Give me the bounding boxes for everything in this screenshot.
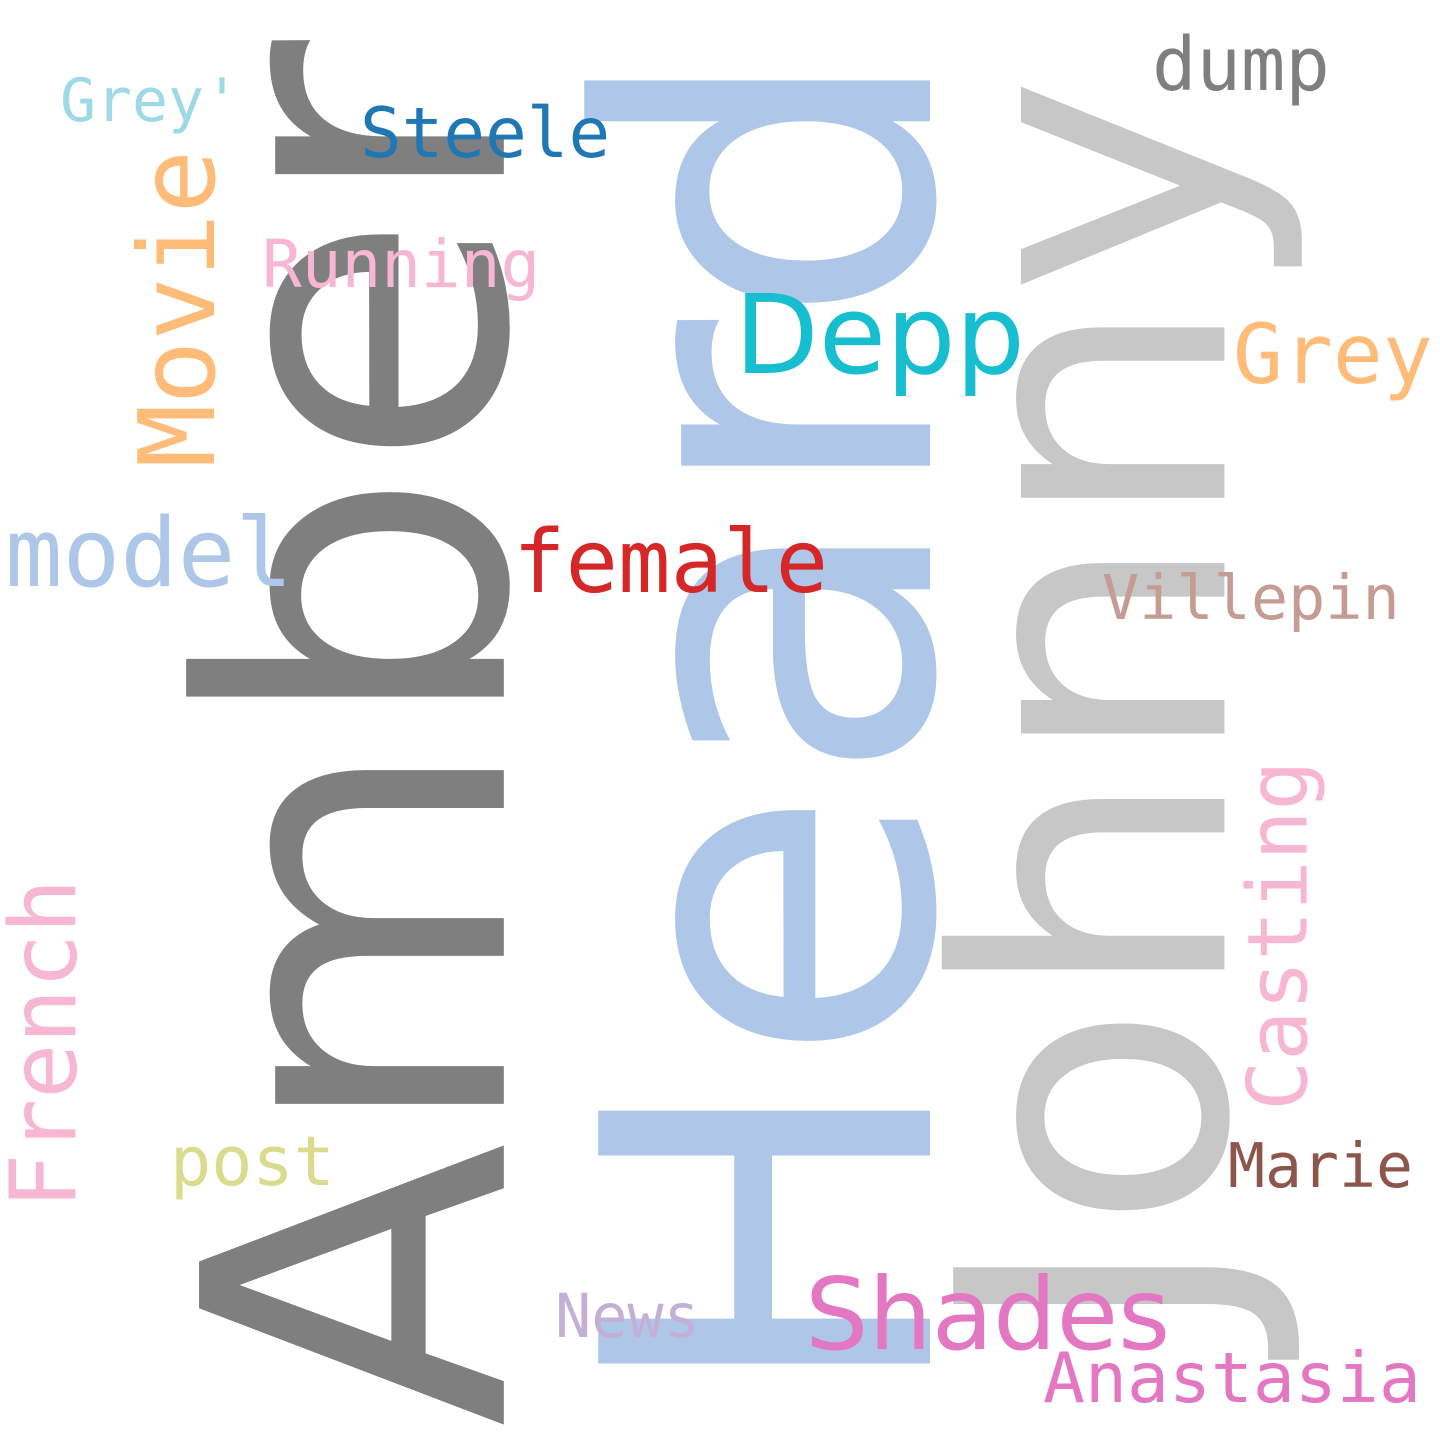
word-marie: Marie — [1228, 1130, 1413, 1202]
word-french: French — [0, 878, 98, 1209]
word-shades: Shades — [805, 1255, 1171, 1373]
word-villepin: Villepin — [1102, 562, 1400, 634]
word-news: News — [555, 1282, 700, 1352]
word-casting: Casting — [1229, 759, 1327, 1111]
word-steele: Steele — [360, 93, 611, 174]
word-model: model — [5, 497, 293, 609]
word-dump: dump — [1152, 22, 1330, 108]
word-female: female — [513, 510, 829, 613]
word-anastasia: Anastasia — [1043, 1338, 1421, 1419]
word-running: Running — [262, 225, 541, 303]
word-johnny: Johnny — [878, 75, 1312, 1340]
word-post: post — [170, 1122, 335, 1202]
word-grey: Grey — [1233, 306, 1433, 403]
word-depp: Depp — [734, 270, 1026, 399]
word-movie: Movie — [116, 149, 240, 468]
word-grey-quote: Grey' — [60, 66, 241, 136]
